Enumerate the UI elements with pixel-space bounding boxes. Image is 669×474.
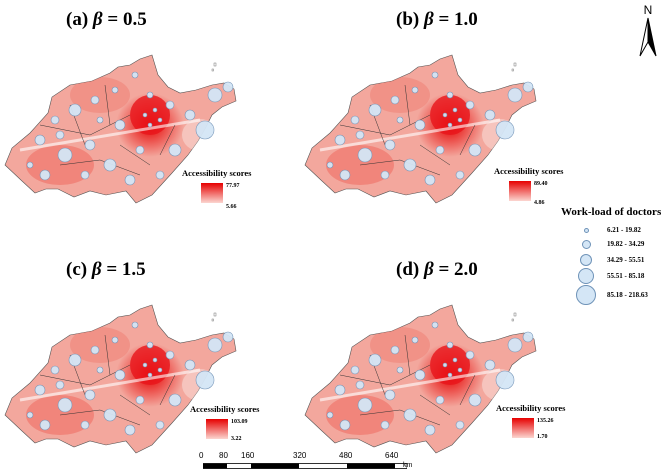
north-arrow-icon: N [639,3,657,57]
scale-tick-640: 640 [385,451,399,460]
panel-b-legend-min: 4.86 [534,200,545,206]
panel-b-title: (b) β = 1.0 [396,9,478,30]
panel-b-legend-title: Accessibility scores [494,166,564,176]
panel-d-legend-title: Accessibility scores [496,403,566,413]
svg-text:N: N [644,3,653,17]
panel-c-legend-min: 3.22 [231,436,242,442]
workload-class-4: 55.51 - 85.18 [607,272,645,280]
panel-c-legend-max: 103.09 [231,419,248,425]
panel-c-color-ramp [206,419,228,439]
workload-circle-4 [578,268,594,284]
panel-b-map [300,15,540,215]
scale-tick-0: 0 [199,451,204,460]
panel-d-color-ramp [512,418,534,438]
workload-circle-1 [584,228,589,233]
panel-c-map [0,265,240,465]
panel-a-title: (a) β = 0.5 [66,9,147,30]
panel-b-color-ramp [509,181,531,201]
panel-d-legend-max: 135.26 [537,418,554,424]
workload-legend-title: Work-load of doctors [561,206,662,218]
workload-class-3: 34.29 - 55.51 [607,256,645,264]
workload-class-5: 85.18 - 218.63 [607,291,648,299]
scale-tick-480: 480 [339,451,353,460]
scale-tick-320: 320 [293,451,307,460]
panel-d-title: (d) β = 2.0 [396,259,478,280]
scale-tick-80: 80 [219,451,228,460]
panel-d-map [300,265,540,465]
workload-class-2: 19.82 - 34.29 [607,240,645,248]
scale-bar [203,463,407,469]
scale-unit: km [403,462,413,469]
panel-b-legend-max: 89.40 [534,181,548,187]
panel-c-title: (c) β = 1.5 [66,259,146,280]
workload-class-1: 6.21 - 19.82 [607,226,641,234]
workload-circle-2 [582,240,591,249]
panel-c-legend-title: Accessibility scores [190,404,260,414]
workload-circle-3 [580,254,592,266]
scale-tick-160: 160 [241,451,255,460]
workload-circle-5 [576,285,596,305]
panel-a-color-ramp [201,183,223,203]
panel-a-legend-title: Accessibility scores [182,168,252,178]
panel-a-legend-max: 77.97 [226,183,240,189]
panel-a-legend-min: 5.66 [226,204,237,210]
panel-d-legend-min: 1.70 [537,434,548,440]
